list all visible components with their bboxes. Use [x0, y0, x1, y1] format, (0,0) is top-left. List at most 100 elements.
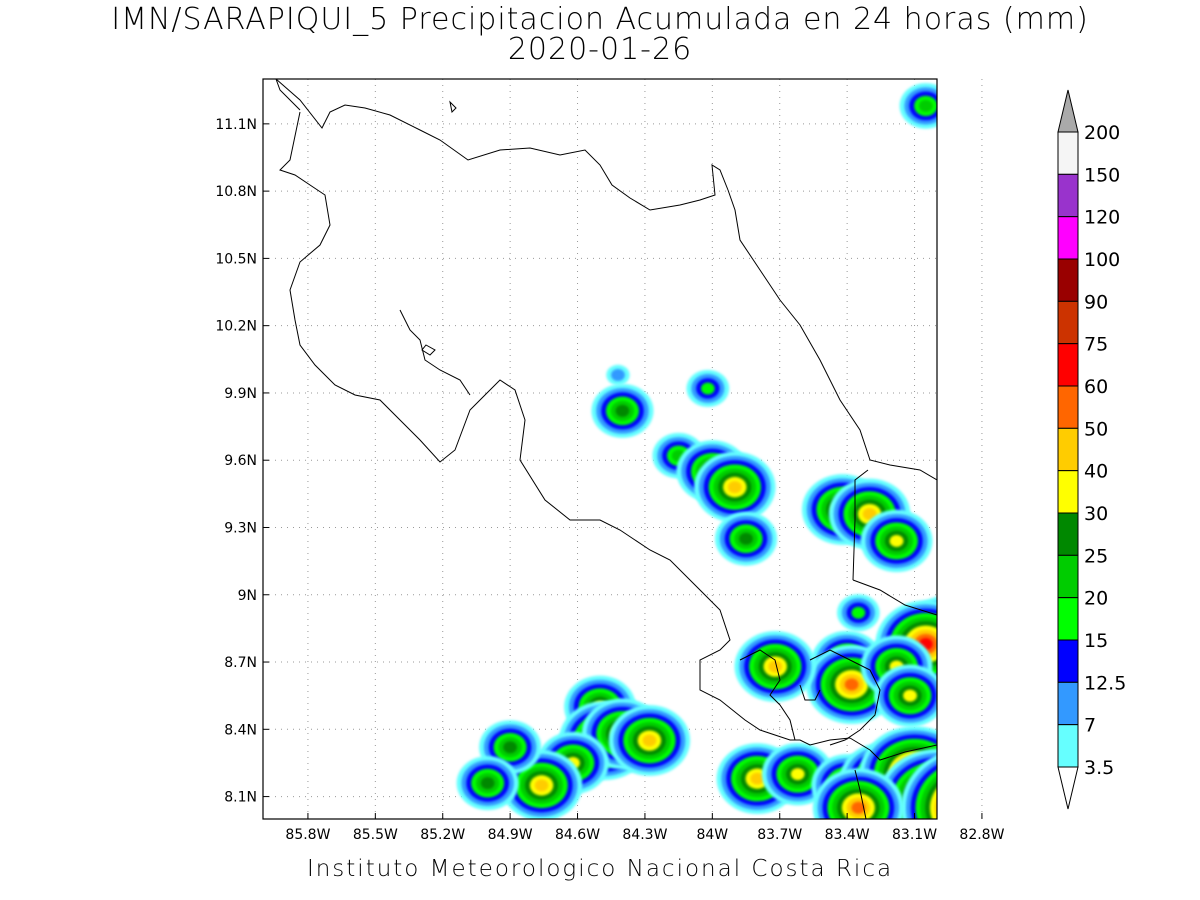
precip-cell — [790, 768, 805, 781]
precip-cell — [700, 382, 715, 395]
precip-cell — [768, 660, 783, 673]
precip-cell — [480, 777, 495, 790]
y-tick-label: 9.6N — [224, 453, 257, 469]
precip-cell — [969, 669, 1031, 723]
x-tick-label: 84.6W — [555, 827, 600, 843]
precip-cell — [969, 617, 1031, 671]
precip-cell — [862, 508, 877, 521]
colorbar-bottom-arrow — [1057, 766, 1079, 810]
colorbar-box — [1057, 681, 1079, 726]
precip-cell — [954, 656, 1045, 735]
x-tick-label: 83.4W — [825, 827, 870, 843]
precip-cell — [851, 801, 866, 814]
y-tick-label: 11.1N — [215, 117, 257, 133]
y-tick-label: 10.8N — [215, 184, 257, 200]
x-tick-label: 84.9W — [488, 827, 533, 843]
colorbar-box — [1057, 343, 1079, 387]
precip-cell — [986, 635, 1058, 697]
x-tick-label: 85.2W — [420, 827, 465, 843]
precip-cell — [949, 789, 992, 826]
precip-cell — [969, 765, 1041, 827]
precip-cell — [983, 681, 1016, 710]
x-tick-label: 85.8W — [285, 827, 330, 843]
precip-cell — [534, 779, 549, 792]
precip-cell — [1015, 661, 1029, 673]
colorbar-label: 7 — [1084, 715, 1096, 737]
colorbar-box — [1057, 639, 1079, 683]
precip-cell — [996, 644, 1048, 690]
colorbar-label: 120 — [1084, 207, 1120, 229]
y-tick-label: 9.9N — [224, 386, 257, 402]
colorbar-box — [1057, 216, 1079, 260]
precip-cell — [979, 625, 1022, 662]
colorbar-box — [1057, 173, 1079, 218]
x-tick-label: 83.1W — [892, 827, 937, 843]
precip-cell — [944, 785, 996, 831]
precipitation-field — [456, 83, 1068, 836]
y-tick-label: 10.2N — [215, 319, 257, 335]
x-tick-label: 84.3W — [622, 827, 667, 843]
precip-cell — [1001, 648, 1044, 685]
precip-cell — [983, 778, 1026, 815]
colorbar-top-arrow — [1057, 89, 1079, 133]
plot-frame — [262, 78, 938, 820]
colorbar-box — [1057, 258, 1079, 302]
precip-cell — [978, 774, 1030, 820]
colorbar-box — [1057, 131, 1079, 175]
precip-cell — [959, 798, 982, 818]
precip-cell — [993, 786, 1016, 806]
precip-cell — [943, 641, 966, 661]
colorbar-label: 30 — [1084, 503, 1108, 525]
colorbar-label: 200 — [1084, 122, 1120, 144]
colorbar-box — [1057, 512, 1079, 556]
colorbar-label: 3.5 — [1084, 757, 1114, 779]
colorbar-label: 12.5 — [1084, 672, 1126, 694]
precip-cell — [977, 627, 1068, 706]
colorbar-box — [1057, 470, 1079, 514]
precip-cell — [503, 741, 518, 754]
colorbar-box — [1057, 427, 1079, 472]
precip-cell — [903, 689, 917, 702]
precip-cell — [918, 99, 933, 112]
colorbar-label: 150 — [1084, 164, 1120, 186]
map-title: IMN/SARAPIQUI_5 Precipitacion Acumulada … — [111, 2, 1089, 37]
colorbar-label: 90 — [1084, 291, 1108, 313]
precip-cell — [979, 677, 1022, 714]
y-tick-label: 8.1N — [224, 790, 257, 806]
colorbar-label: 75 — [1084, 334, 1108, 356]
precip-cell — [988, 634, 1011, 654]
axis-ticks: 85.8W 85.5W 85.2W 84.9W 84.6W 84.3W 84W 83.7W 83… — [215, 117, 1004, 843]
colorbar-box — [1057, 724, 1079, 768]
precip-cell — [1011, 656, 1034, 676]
map-date: 2020-01-26 — [507, 32, 693, 67]
y-tick-label: 8.7N — [224, 655, 257, 671]
precip-cell — [642, 734, 657, 747]
precip-cell — [727, 481, 742, 494]
precip-cell — [988, 685, 1011, 705]
precip-cell — [611, 369, 625, 381]
precip-cell — [973, 770, 1035, 824]
x-tick-label: 84W — [696, 827, 728, 843]
colorbar-label: 40 — [1084, 461, 1108, 483]
precip-cell — [959, 660, 1040, 731]
precip-cell — [938, 636, 971, 665]
precip-cell — [954, 604, 1045, 683]
colorbar-box — [1057, 385, 1079, 429]
colorbar-label: 25 — [1084, 545, 1108, 567]
precip-cell — [959, 757, 1050, 836]
precip-cell — [998, 791, 1012, 803]
x-tick-label: 85.5W — [353, 827, 398, 843]
precip-cell — [615, 404, 630, 417]
precip-cell — [959, 609, 1040, 680]
colorbar-label: 60 — [1084, 376, 1108, 398]
precip-cell — [739, 532, 753, 545]
precip-cell — [948, 645, 962, 657]
colorbar-box — [1057, 300, 1079, 345]
colorbar-box — [1057, 597, 1079, 641]
coastline — [275, 79, 937, 819]
precip-cell — [750, 772, 765, 785]
precip-cell — [982, 631, 1063, 702]
precip-cell — [950, 652, 1051, 740]
colorbar-label: 15 — [1084, 630, 1108, 652]
